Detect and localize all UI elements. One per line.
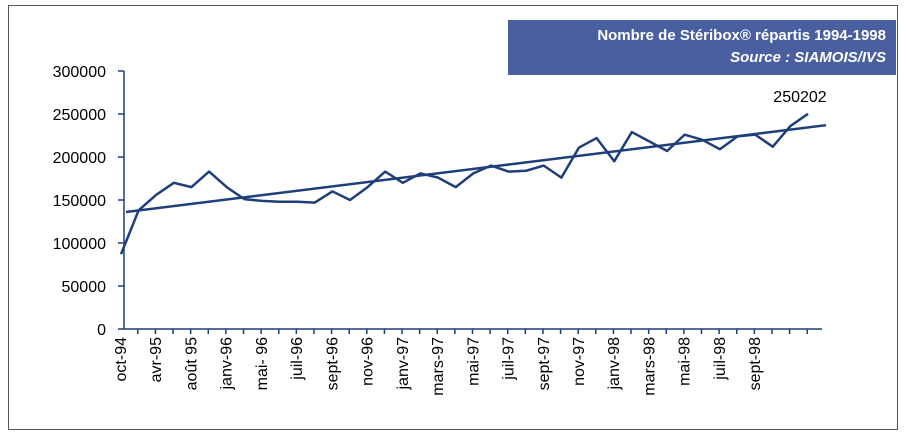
x-tick-label: oct-94 — [113, 337, 130, 382]
x-tick-label: nov-97 — [571, 337, 588, 386]
x-tick-label: juil-96 — [289, 337, 306, 381]
y-tick-label: 300000 — [53, 64, 106, 81]
y-tick-label: 0 — [97, 322, 106, 339]
frame — [8, 5, 898, 430]
x-tick-label: sept-98 — [747, 337, 764, 390]
y-tick-label: 150000 — [53, 193, 106, 210]
trend-line — [125, 123, 827, 214]
x-tick-label: juil-98 — [712, 337, 729, 381]
data-label: 250202 — [773, 89, 826, 106]
x-tick-label: sept-96 — [324, 337, 341, 390]
chart-subtitle: Source : SIAMOIS/IVS — [730, 49, 886, 66]
x-tick-label: juil-97 — [501, 337, 518, 381]
x-tick-label: janv-96 — [219, 337, 236, 391]
series-line — [119, 112, 809, 255]
x-tick-label: sept-97 — [536, 337, 553, 390]
x-tick-label: mai-98 — [677, 337, 694, 386]
y-tick-label: 200000 — [53, 150, 106, 167]
x-tick-label: août 95 — [183, 337, 200, 390]
y-tick-label: 50000 — [62, 279, 107, 296]
title-box — [508, 20, 896, 75]
chart-title: Nombre de Stéribox® répartis 1994-1998 — [597, 27, 886, 44]
y-tick-label: 100000 — [53, 236, 106, 253]
x-tick-label: mai-97 — [465, 337, 482, 386]
x-tick-label: mai- 96 — [254, 337, 271, 390]
x-tick-label: nov-96 — [360, 337, 377, 386]
x-tick-label: avr-95 — [148, 337, 165, 382]
x-tick-label: mars-97 — [430, 337, 447, 396]
y-tick-label: 250000 — [53, 107, 106, 124]
x-tick-label: mars-98 — [641, 337, 658, 396]
x-tick-label: janv-97 — [395, 337, 412, 391]
x-tick-label: janv-98 — [606, 337, 623, 391]
